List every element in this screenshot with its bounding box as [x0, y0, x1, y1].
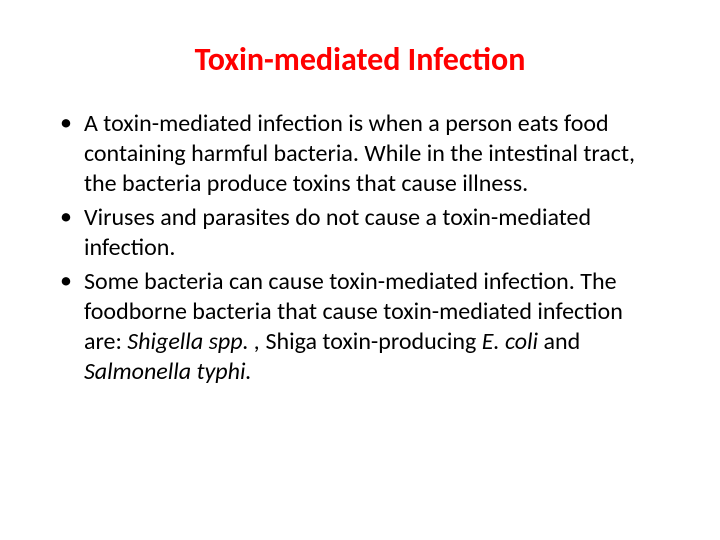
bullet-marker-icon: • [60, 109, 72, 138]
bullet-item: • Some bacteria can cause toxin-mediated… [60, 267, 660, 387]
bullet-text: Some bacteria can cause toxin-mediated i… [84, 267, 660, 387]
bullet-text: A toxin-mediated infection is when a per… [84, 109, 660, 199]
page-title: Toxin-mediated Infection [50, 40, 670, 79]
title-text: Toxin-mediated Infection [195, 40, 526, 79]
text-segment: Shiga toxin-producing [266, 327, 482, 356]
italic-text: E. coli [482, 327, 544, 356]
italic-text: Shigella spp. , [127, 327, 265, 356]
bullet-item: • A toxin-mediated infection is when a p… [60, 109, 660, 199]
bullet-marker-icon: • [60, 203, 72, 232]
text-segment: and [543, 327, 580, 356]
bullet-item: • Viruses and parasites do not cause a t… [60, 203, 660, 263]
content-area: • A toxin-mediated infection is when a p… [50, 109, 670, 387]
italic-text: Salmonella typhi. [84, 357, 252, 386]
bullet-text: Viruses and parasites do not cause a tox… [84, 203, 660, 263]
bullet-marker-icon: • [60, 267, 72, 296]
